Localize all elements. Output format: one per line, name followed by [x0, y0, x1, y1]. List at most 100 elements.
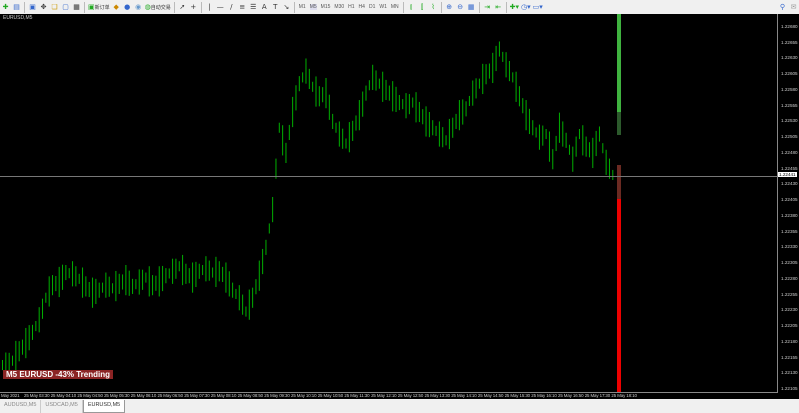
periods-icon[interactable]: ◷▾ [521, 3, 531, 11]
cursor-icon[interactable]: ➚ [179, 3, 186, 11]
time-tick-label: 25 May 08:10 [210, 393, 237, 398]
chat-icon[interactable]: ✉ [790, 3, 797, 11]
new-order-button[interactable]: ▣ 新订单 [88, 3, 110, 11]
time-tick-label: 25 May 06:50 [157, 393, 184, 398]
price-tick-label: 1.22105 [781, 386, 798, 392]
timeframe-m5[interactable]: M5 [309, 4, 317, 10]
timeframe-m30[interactable]: M30 [334, 4, 345, 10]
zoom-out-icon[interactable]: ⊖ [457, 3, 464, 11]
price-chart [2, 14, 621, 392]
chart-shift-icon[interactable]: ⇤ [495, 3, 502, 11]
time-tick-label: 25 May 10:10 [291, 393, 317, 398]
timeframe-d1[interactable]: D1 [368, 4, 376, 10]
time-tick-label: 25 May 15:30 [504, 393, 531, 398]
time-tick-label: 25 May 14:10 [451, 393, 477, 398]
autoscroll-icon[interactable]: ⇥ [484, 3, 491, 11]
community-icon[interactable]: ● [124, 3, 131, 11]
navigator-icon[interactable]: ❏ [51, 3, 58, 11]
templates-icon[interactable]: ▭▾ [532, 3, 543, 11]
crosshair-icon[interactable]: + [190, 3, 197, 11]
price-tick-label: 1.22380 [781, 212, 798, 218]
tab-audusd[interactable]: AUDUSD,M5 [0, 400, 42, 413]
timeframe-h4[interactable]: H4 [358, 4, 365, 10]
new-order-icon: ▣ [88, 3, 95, 11]
price-tick-label: 1.22155 [781, 354, 798, 360]
text-icon[interactable]: A [261, 3, 267, 11]
price-axis-line [777, 14, 778, 392]
price-tick-label: 1.22330 [781, 244, 798, 250]
chart-title: EURUSD,M5 [3, 15, 33, 21]
price-tick-label: 1.22130 [781, 370, 798, 376]
price-tick-label: 1.22555 [781, 102, 798, 108]
price-tick-label: 1.22305 [781, 260, 798, 266]
price-tick-label: 1.22205 [781, 323, 798, 329]
time-tick-label: 25 May 07:30 [184, 393, 210, 398]
terminal-icon[interactable]: ▢ [62, 3, 69, 11]
candlestick-icon[interactable]: ⫿ [421, 2, 424, 11]
market-watch-icon[interactable]: ▣ [29, 3, 36, 11]
time-tick-label: 25 May 03:30 [24, 393, 50, 398]
timeframe-m15[interactable]: M15 [320, 4, 331, 10]
time-tick-label: 25 May 11:30 [344, 393, 370, 398]
horizontal-line-icon[interactable]: — [216, 3, 224, 11]
time-tick-label: 25 May 05:30 [104, 393, 130, 398]
price-tick-label: 1.22230 [781, 307, 798, 313]
time-tick-label: 25 May 18:10 [611, 393, 637, 398]
new-chart-icon[interactable]: ✚ [2, 3, 9, 11]
zoom-in-icon[interactable]: ⊕ [446, 3, 453, 11]
price-tick-label: 1.22280 [781, 275, 798, 281]
price-tick-label: 1.22505 [781, 134, 798, 140]
time-tick-label: 25 May 12:10 [371, 393, 397, 398]
price-tick-label: 1.22530 [781, 118, 798, 124]
timeframe-m1[interactable]: M1 [298, 4, 306, 10]
shapes-icon[interactable]: ↘ [283, 3, 290, 11]
bar-chart-icon[interactable]: ⫾ [410, 2, 413, 11]
price-tick-label: 1.22655 [781, 39, 798, 45]
time-tick-label: 25 May 13:30 [424, 393, 451, 398]
indicators-icon[interactable]: ✚▾ [509, 3, 520, 11]
channel-icon[interactable]: ≡ [239, 3, 246, 11]
tab-usdcad[interactable]: USDCAD,M5 [41, 400, 83, 413]
time-tick-label: 25 May 16:50 [558, 393, 584, 398]
toolbar: ✚ ▤ ▣ ✥ ❏ ▢ ▦ ▣ 新订单 ◆ ● ◉ ◍ 自动交易 ➚ + | — /… [0, 0, 799, 15]
tab-eurusd[interactable]: EURUSD,M5 [82, 400, 126, 413]
strength-meter-bullish [617, 14, 621, 112]
tester-icon[interactable]: ▦ [73, 3, 80, 11]
price-tick-label: 1.22480 [781, 149, 798, 155]
price-tick-label: 1.22605 [781, 71, 798, 77]
tile-windows-icon[interactable]: ▦ [467, 3, 475, 11]
strength-meter-bearish [617, 199, 621, 392]
auto-trading-button[interactable]: ◍ 自动交易 [144, 3, 171, 11]
time-tick-label: 25 May 04:50 [77, 393, 103, 398]
strength-meter-bullish-fade [617, 112, 621, 135]
time-tick-label: 25 May 16:10 [531, 393, 557, 398]
price-tick-label: 1.22430 [781, 181, 798, 187]
line-chart-icon[interactable]: ⌇ [431, 3, 435, 11]
timeframe-w1[interactable]: W1 [379, 4, 387, 10]
chart-tabs: AUDUSD,M5 USDCAD,M5 EURUSD,M5 [0, 400, 799, 413]
price-tick-label: 1.22355 [781, 228, 798, 234]
time-tick-label: 25 May 04:10 [50, 393, 77, 398]
chart-window[interactable]: EURUSD,M5 1.22680 1.22655 1.22630 1.22605 1.… [0, 14, 799, 399]
profiles-icon[interactable]: ▤ [13, 3, 20, 11]
data-window-icon[interactable]: ✥ [40, 3, 47, 11]
price-tick-label: 1.22455 [781, 165, 798, 171]
time-tick-label: 25 May 06:10 [130, 393, 157, 398]
vertical-line-icon[interactable]: | [208, 3, 211, 11]
timeframe-mn[interactable]: MN [390, 4, 399, 10]
metaeditor-icon[interactable]: ◆ [113, 3, 119, 11]
time-tick-label: 25 May 14:50 [477, 393, 504, 398]
time-axis-line [0, 392, 778, 393]
price-tick-label: 1.22630 [781, 55, 798, 61]
time-tick-label: May 2021 [1, 393, 20, 398]
trendline-icon[interactable]: / [230, 3, 233, 11]
search-icon[interactable]: ⚲ [779, 3, 786, 11]
fibonacci-icon[interactable]: ☰ [250, 3, 257, 11]
text-label-icon[interactable]: T [273, 3, 278, 11]
price-tick-label: 1.22580 [781, 86, 798, 92]
current-price-label: 1.22441 [778, 172, 797, 177]
signals-icon[interactable]: ◉ [135, 3, 142, 11]
price-tick-label: 1.22405 [781, 197, 798, 203]
price-tick-label: 1.22180 [781, 338, 798, 344]
timeframe-h1[interactable]: H1 [348, 4, 355, 10]
